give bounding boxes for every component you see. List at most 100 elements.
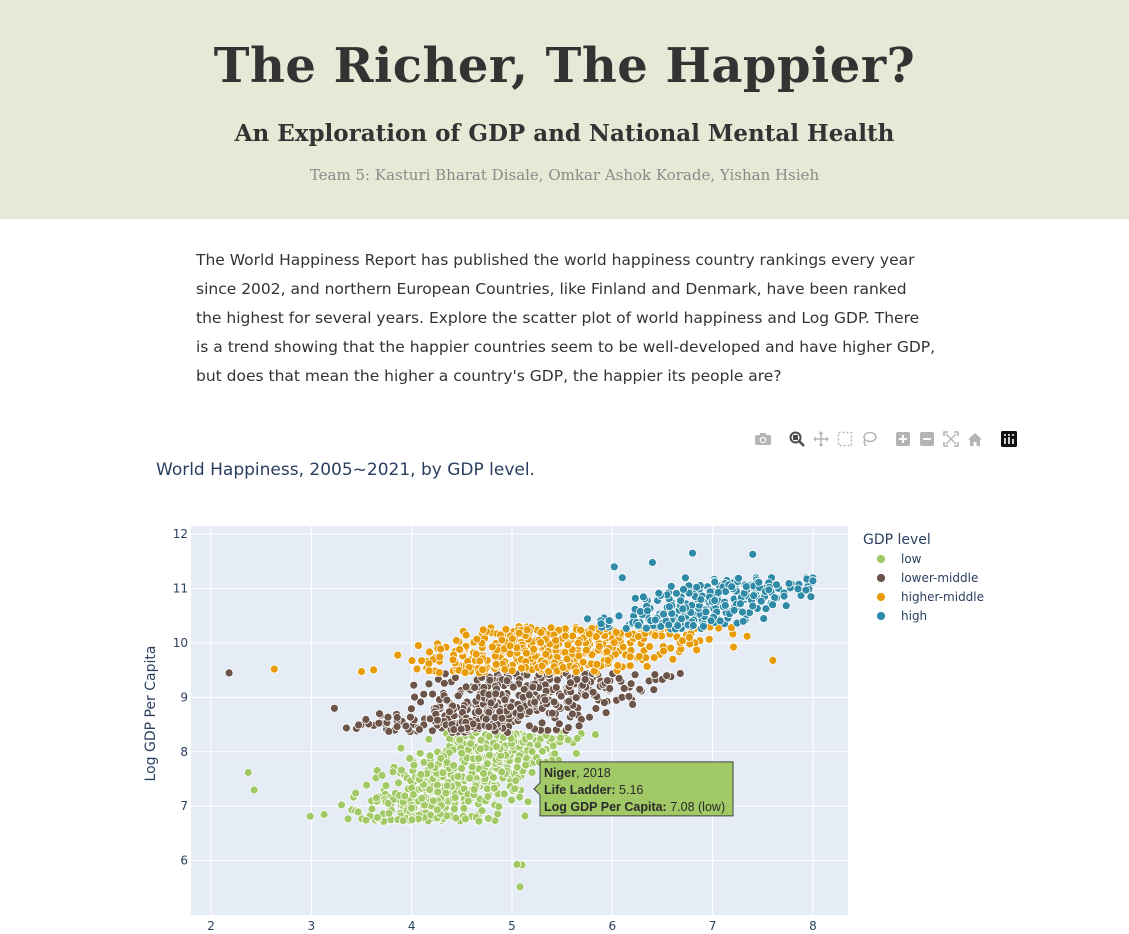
higher-middle-point[interactable] [592,659,602,669]
higher-middle-point[interactable] [478,625,488,635]
lower-middle-point[interactable] [428,689,438,699]
low-point[interactable] [455,735,465,745]
low-point[interactable] [433,787,443,797]
high-point[interactable] [681,573,690,583]
high-point[interactable] [664,620,674,630]
higher-middle-point[interactable] [424,666,434,676]
low-point[interactable] [398,816,408,826]
higher-middle-point[interactable] [514,628,524,638]
low-point[interactable] [442,781,452,791]
lower-middle-point[interactable] [329,703,339,713]
lower-middle-point[interactable] [481,714,491,724]
high-point[interactable] [596,619,606,629]
higher-middle-point[interactable] [436,644,446,654]
lower-middle-point[interactable] [554,719,564,729]
lower-middle-point[interactable] [442,695,452,705]
lower-middle-point[interactable] [549,697,559,707]
higher-middle-point[interactable] [541,649,551,659]
lower-middle-point[interactable] [626,679,636,689]
lower-middle-point[interactable] [564,696,574,706]
lower-middle-point[interactable] [585,712,594,722]
low-point[interactable] [482,759,492,769]
lower-middle-point[interactable] [553,675,562,685]
lower-middle-point[interactable] [649,685,659,695]
high-point[interactable] [756,596,766,606]
higher-middle-point[interactable] [574,651,584,661]
zoom-out-icon[interactable] [916,429,938,449]
lower-middle-point[interactable] [630,670,640,680]
lower-middle-point[interactable] [445,707,454,717]
lower-middle-point[interactable] [581,691,590,700]
lower-middle-point[interactable] [524,690,534,700]
high-point[interactable] [710,596,720,605]
lower-middle-point[interactable] [574,721,584,731]
lower-middle-point[interactable] [601,708,611,718]
higher-middle-point[interactable] [727,623,736,633]
low-point[interactable] [465,773,475,783]
higher-middle-point[interactable] [645,642,654,651]
higher-middle-point[interactable] [633,632,643,641]
low-point[interactable] [305,811,315,821]
lower-middle-point[interactable] [491,689,501,699]
high-point[interactable] [706,616,716,626]
low-point[interactable] [425,785,435,794]
higher-middle-point[interactable] [571,667,581,677]
high-point[interactable] [604,616,614,625]
higher-middle-point[interactable] [602,647,612,657]
high-point[interactable] [650,615,660,625]
low-point[interactable] [512,762,522,772]
higher-middle-point[interactable] [455,645,465,654]
higher-middle-point[interactable] [659,646,668,656]
high-point[interactable] [727,582,737,592]
lower-middle-point[interactable] [449,725,459,734]
higher-middle-point[interactable] [613,661,623,670]
high-point[interactable] [679,585,688,594]
higher-middle-point[interactable] [425,647,434,657]
lower-middle-point[interactable] [675,669,685,678]
higher-middle-point[interactable] [546,623,556,633]
higher-middle-point[interactable] [768,656,778,665]
low-point[interactable] [533,740,543,750]
low-point[interactable] [474,816,484,826]
low-point[interactable] [394,778,403,788]
high-point[interactable] [806,592,816,602]
low-point[interactable] [249,785,259,795]
higher-middle-point[interactable] [413,641,423,650]
high-point[interactable] [639,592,648,602]
lower-middle-point[interactable] [424,679,434,689]
low-point[interactable] [426,761,436,770]
camera-icon[interactable] [752,429,774,449]
low-point[interactable] [497,767,507,777]
high-point[interactable] [761,604,771,614]
low-point[interactable] [450,793,460,802]
lower-middle-point[interactable] [547,708,557,718]
legend-label-high[interactable]: high [901,609,927,623]
lower-middle-point[interactable] [603,676,612,685]
lower-middle-point[interactable] [566,678,575,688]
low-point[interactable] [351,788,361,798]
higher-middle-point[interactable] [562,654,572,664]
higher-middle-point[interactable] [407,656,417,665]
low-point[interactable] [353,807,363,817]
low-point[interactable] [407,815,417,825]
higher-middle-point[interactable] [412,664,422,674]
higher-middle-point[interactable] [269,664,279,674]
low-point[interactable] [475,744,485,754]
higher-middle-point[interactable] [685,633,694,642]
legend-label-lower-middle[interactable]: lower-middle [901,571,978,585]
higher-middle-point[interactable] [578,657,588,667]
low-point[interactable] [507,795,517,805]
low-point[interactable] [417,793,427,803]
high-point[interactable] [699,621,708,631]
low-point[interactable] [449,804,459,814]
lower-middle-point[interactable] [432,715,442,725]
high-point[interactable] [617,573,627,583]
higher-middle-point[interactable] [742,631,752,641]
low-point[interactable] [527,747,537,756]
high-point[interactable] [720,601,730,610]
low-point[interactable] [377,771,387,780]
higher-middle-point[interactable] [505,641,515,651]
low-point[interactable] [424,734,434,744]
low-point[interactable] [397,765,406,775]
high-point[interactable] [621,624,631,633]
